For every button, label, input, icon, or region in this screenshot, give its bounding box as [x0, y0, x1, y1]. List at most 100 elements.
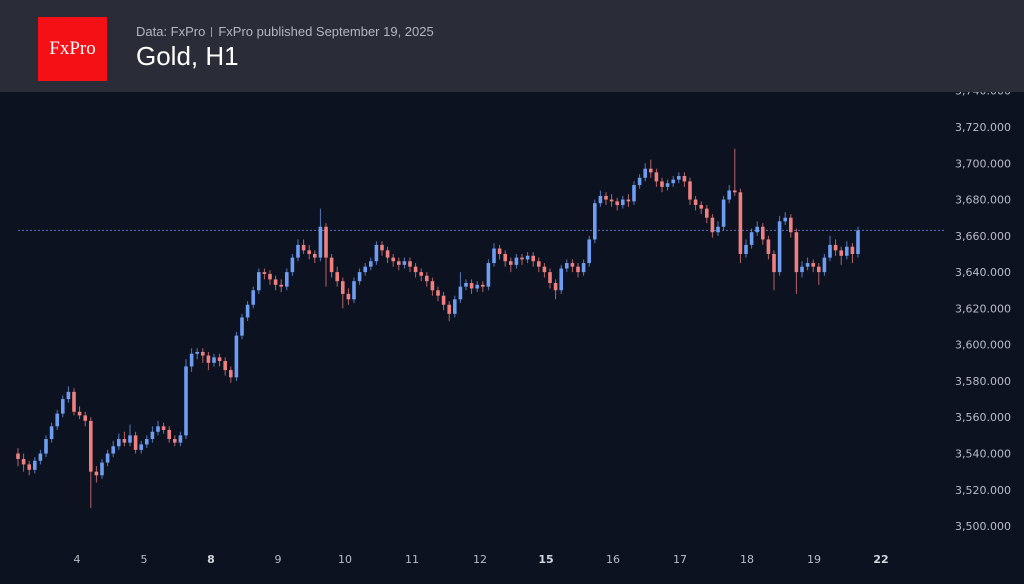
- candle-body: [178, 435, 183, 443]
- x-tick-label: 16: [606, 553, 620, 566]
- candle: [189, 348, 194, 372]
- candle-body: [61, 399, 65, 414]
- candle: [268, 270, 272, 285]
- candle-body: [16, 453, 20, 459]
- candle-body: [688, 181, 692, 200]
- candle: [621, 195, 625, 209]
- candle-body: [357, 272, 362, 282]
- candle: [341, 277, 345, 309]
- candle: [475, 281, 479, 293]
- x-tick-label: 22: [873, 553, 888, 566]
- candle-body: [744, 244, 748, 254]
- candle-body: [33, 460, 37, 470]
- candle: [777, 215, 782, 276]
- x-tick-label: 12: [473, 553, 487, 566]
- candle: [33, 457, 37, 474]
- candle: [66, 386, 71, 403]
- candle: [727, 185, 731, 204]
- candle: [229, 366, 233, 383]
- candle: [61, 395, 65, 418]
- candle-body: [637, 177, 642, 186]
- candle: [481, 281, 485, 293]
- candle-body: [766, 239, 771, 254]
- candle-body: [128, 435, 132, 443]
- candle: [201, 348, 205, 363]
- candle: [492, 243, 496, 267]
- candle: [27, 460, 31, 476]
- candle: [581, 259, 586, 276]
- candle-body: [665, 183, 670, 187]
- candle-body: [139, 444, 143, 450]
- candle-body: [626, 199, 631, 202]
- candle-body: [324, 226, 328, 258]
- candle: [593, 199, 597, 244]
- candle-body: [425, 275, 429, 282]
- candle: [245, 301, 250, 322]
- candle-body: [234, 335, 239, 378]
- y-tick-label: 3,520.000: [955, 484, 1011, 497]
- candle: [637, 174, 642, 189]
- candle-body: [839, 250, 843, 256]
- candle-body: [531, 255, 535, 262]
- candle: [234, 331, 239, 381]
- candle: [458, 272, 463, 303]
- candle: [262, 268, 267, 280]
- candle-body: [733, 190, 737, 193]
- y-tick-label: 3,560.000: [955, 411, 1011, 424]
- candle-body: [122, 439, 127, 443]
- candle: [705, 205, 709, 224]
- candle: [772, 250, 776, 291]
- separator: [211, 27, 213, 37]
- candle-body: [783, 217, 787, 222]
- candle: [240, 313, 244, 340]
- candle-body: [290, 257, 295, 273]
- candle-body: [223, 361, 227, 371]
- candle: [313, 250, 317, 264]
- candle: [290, 253, 295, 276]
- candle-body: [341, 281, 345, 294]
- candle-body: [335, 272, 339, 282]
- candle-body: [755, 226, 759, 233]
- candle: [654, 168, 659, 187]
- candle-body: [565, 263, 569, 269]
- candle-body: [693, 199, 698, 206]
- candle-body: [318, 226, 323, 258]
- candle: [307, 244, 311, 260]
- chart-header: FxPro Data: FxPro FxPro published Septemb…: [0, 0, 1024, 92]
- candle: [688, 177, 692, 206]
- candle: [486, 259, 491, 291]
- candle-body: [492, 248, 496, 264]
- y-tick-label: 3,600.000: [955, 339, 1011, 352]
- candle: [604, 192, 608, 206]
- candle: [206, 351, 211, 371]
- candle-body: [805, 263, 810, 267]
- candle: [520, 253, 524, 265]
- candle-body: [89, 420, 93, 472]
- candle-body: [100, 462, 104, 476]
- candle: [660, 177, 664, 193]
- candle: [363, 263, 367, 276]
- candle-body: [458, 286, 463, 300]
- candle-body: [856, 230, 860, 254]
- x-tick-label: 18: [740, 553, 754, 566]
- candle: [464, 279, 468, 291]
- candle: [682, 172, 687, 187]
- x-tick-label: 15: [538, 553, 553, 566]
- candle-body: [727, 190, 731, 200]
- candle-body: [503, 253, 507, 262]
- candle-body: [441, 295, 446, 305]
- candle-body: [509, 261, 513, 265]
- candle-body: [111, 446, 115, 454]
- candle-body: [609, 199, 614, 202]
- candle-body: [475, 284, 479, 289]
- candle-body: [301, 244, 306, 251]
- candle: [425, 272, 429, 287]
- candle-body: [145, 439, 149, 445]
- candle-body: [117, 439, 121, 447]
- candle-body: [313, 253, 317, 258]
- candle: [72, 388, 76, 416]
- candle: [178, 431, 183, 447]
- candle: [839, 246, 843, 265]
- data-source: Data: FxPro: [136, 24, 206, 39]
- candle: [783, 212, 787, 225]
